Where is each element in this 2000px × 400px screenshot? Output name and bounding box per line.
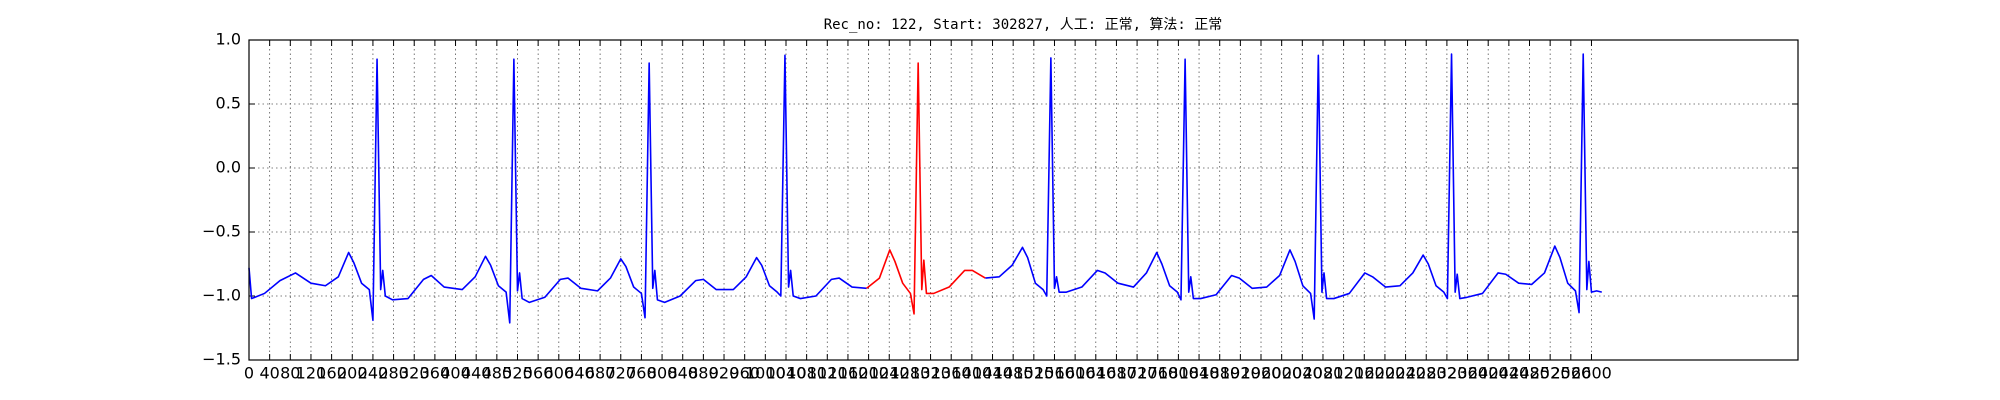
x-tick-label: 1920 bbox=[1220, 364, 1261, 383]
ecg-line bbox=[866, 62, 986, 315]
x-tick-label: 320 bbox=[399, 364, 430, 383]
x-tick-label: 1000 bbox=[745, 364, 786, 383]
x-tick-label: 40 bbox=[259, 364, 279, 383]
x-tick-label: 360 bbox=[420, 364, 451, 383]
x-tick-label: 2560 bbox=[1550, 364, 1591, 383]
x-tick-label: 2600 bbox=[1571, 364, 1612, 383]
x-tick-label: 2360 bbox=[1447, 364, 1488, 383]
x-tick-label: 2120 bbox=[1323, 364, 1364, 383]
y-tick-label: −1.5 bbox=[202, 350, 241, 369]
x-tick-label: 280 bbox=[378, 364, 409, 383]
x-tick-label: 1640 bbox=[1075, 364, 1116, 383]
x-tick-label: 2160 bbox=[1344, 364, 1385, 383]
x-tick-label: 240 bbox=[358, 364, 389, 383]
x-tick-label: 1160 bbox=[828, 364, 869, 383]
x-tick-label: 1760 bbox=[1137, 364, 1178, 383]
x-tick-label: 1320 bbox=[910, 364, 951, 383]
x-tick-label: 1560 bbox=[1034, 364, 1075, 383]
x-tick-label: 1120 bbox=[807, 364, 848, 383]
y-tick-label: 0.5 bbox=[216, 94, 241, 113]
x-tick-label: 2000 bbox=[1261, 364, 1302, 383]
x-tick-label: 1520 bbox=[1013, 364, 1054, 383]
x-tick-label: 880 bbox=[688, 364, 719, 383]
x-tick-label: 0 bbox=[244, 364, 254, 383]
x-tick-label: 120 bbox=[296, 364, 327, 383]
x-tick-label: 440 bbox=[461, 364, 492, 383]
plot-frame bbox=[248, 39, 1799, 361]
y-tick-label: 0.0 bbox=[216, 158, 241, 177]
x-tick-label: 1080 bbox=[786, 364, 827, 383]
y-tick-label: −0.5 bbox=[202, 222, 241, 241]
x-tick-label: 2240 bbox=[1385, 364, 1426, 383]
x-tick-label: 1240 bbox=[869, 364, 910, 383]
x-tick-label: 1400 bbox=[952, 364, 993, 383]
x-tick-label: 400 bbox=[440, 364, 471, 383]
x-tick-label: 2400 bbox=[1468, 364, 1509, 383]
x-tick-label: 920 bbox=[709, 364, 740, 383]
x-tick-label: 1360 bbox=[931, 364, 972, 383]
x-tick-label: 1600 bbox=[1055, 364, 1096, 383]
x-tick-label: 720 bbox=[605, 364, 636, 383]
x-tick-label: 2480 bbox=[1509, 364, 1550, 383]
x-tick-label: 1200 bbox=[848, 364, 889, 383]
x-tick-label: 2280 bbox=[1406, 364, 1447, 383]
x-tick-label: 2320 bbox=[1427, 364, 1468, 383]
x-tick-label: 2440 bbox=[1488, 364, 1529, 383]
chart-title: Rec_no: 122, Start: 302827, 人工: 正常, 算法: … bbox=[824, 17, 1223, 33]
x-tick-label: 200 bbox=[337, 364, 368, 383]
x-tick-label: 520 bbox=[502, 364, 533, 383]
x-tick-label: 1880 bbox=[1199, 364, 1240, 383]
x-tick-label: 1480 bbox=[993, 364, 1034, 383]
x-tick-label: 480 bbox=[482, 364, 513, 383]
ecg-line bbox=[248, 53, 1602, 324]
x-tick-label: 1040 bbox=[766, 364, 807, 383]
x-tick-label: 760 bbox=[626, 364, 657, 383]
y-tick-label: 1.0 bbox=[216, 30, 241, 49]
x-tick-label: 840 bbox=[667, 364, 698, 383]
x-tick-label: 1800 bbox=[1158, 364, 1199, 383]
x-tick-label: 2040 bbox=[1282, 364, 1323, 383]
x-tick-label: 1840 bbox=[1179, 364, 1220, 383]
x-tick-label: 2080 bbox=[1303, 364, 1344, 383]
x-tick-label: 2520 bbox=[1530, 364, 1571, 383]
x-tick-label: 680 bbox=[585, 364, 616, 383]
x-tick-label: 2200 bbox=[1365, 364, 1406, 383]
x-tick-label: 800 bbox=[647, 364, 678, 383]
x-tick-label: 960 bbox=[729, 364, 760, 383]
x-tick-label: 640 bbox=[564, 364, 595, 383]
x-tick-label: 1680 bbox=[1096, 364, 1137, 383]
x-tick-label: 160 bbox=[316, 364, 347, 383]
x-tick-label: 560 bbox=[523, 364, 554, 383]
x-tick-label: 1440 bbox=[972, 364, 1013, 383]
x-tick-label: 600 bbox=[544, 364, 575, 383]
x-tick-label: 1960 bbox=[1241, 364, 1282, 383]
y-tick-label: −1.0 bbox=[202, 286, 241, 305]
x-tick-label: 1720 bbox=[1117, 364, 1158, 383]
x-tick-label: 1280 bbox=[890, 364, 931, 383]
x-tick-label: 80 bbox=[280, 364, 300, 383]
